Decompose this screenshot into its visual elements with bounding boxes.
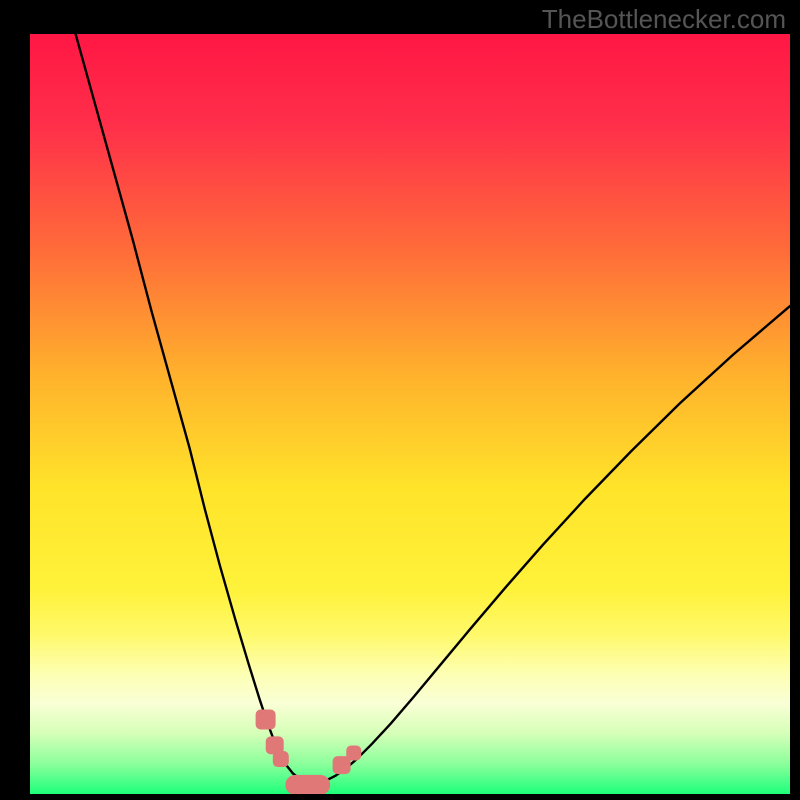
marker	[273, 751, 289, 767]
plot-svg	[30, 34, 790, 794]
watermark-text: TheBottlenecker.com	[542, 6, 786, 32]
marker-bar	[285, 775, 330, 794]
marker	[346, 745, 361, 760]
plot-background	[30, 34, 790, 794]
marker	[256, 710, 276, 730]
plot-area	[30, 34, 790, 794]
chart-container: TheBottlenecker.com	[0, 0, 800, 800]
